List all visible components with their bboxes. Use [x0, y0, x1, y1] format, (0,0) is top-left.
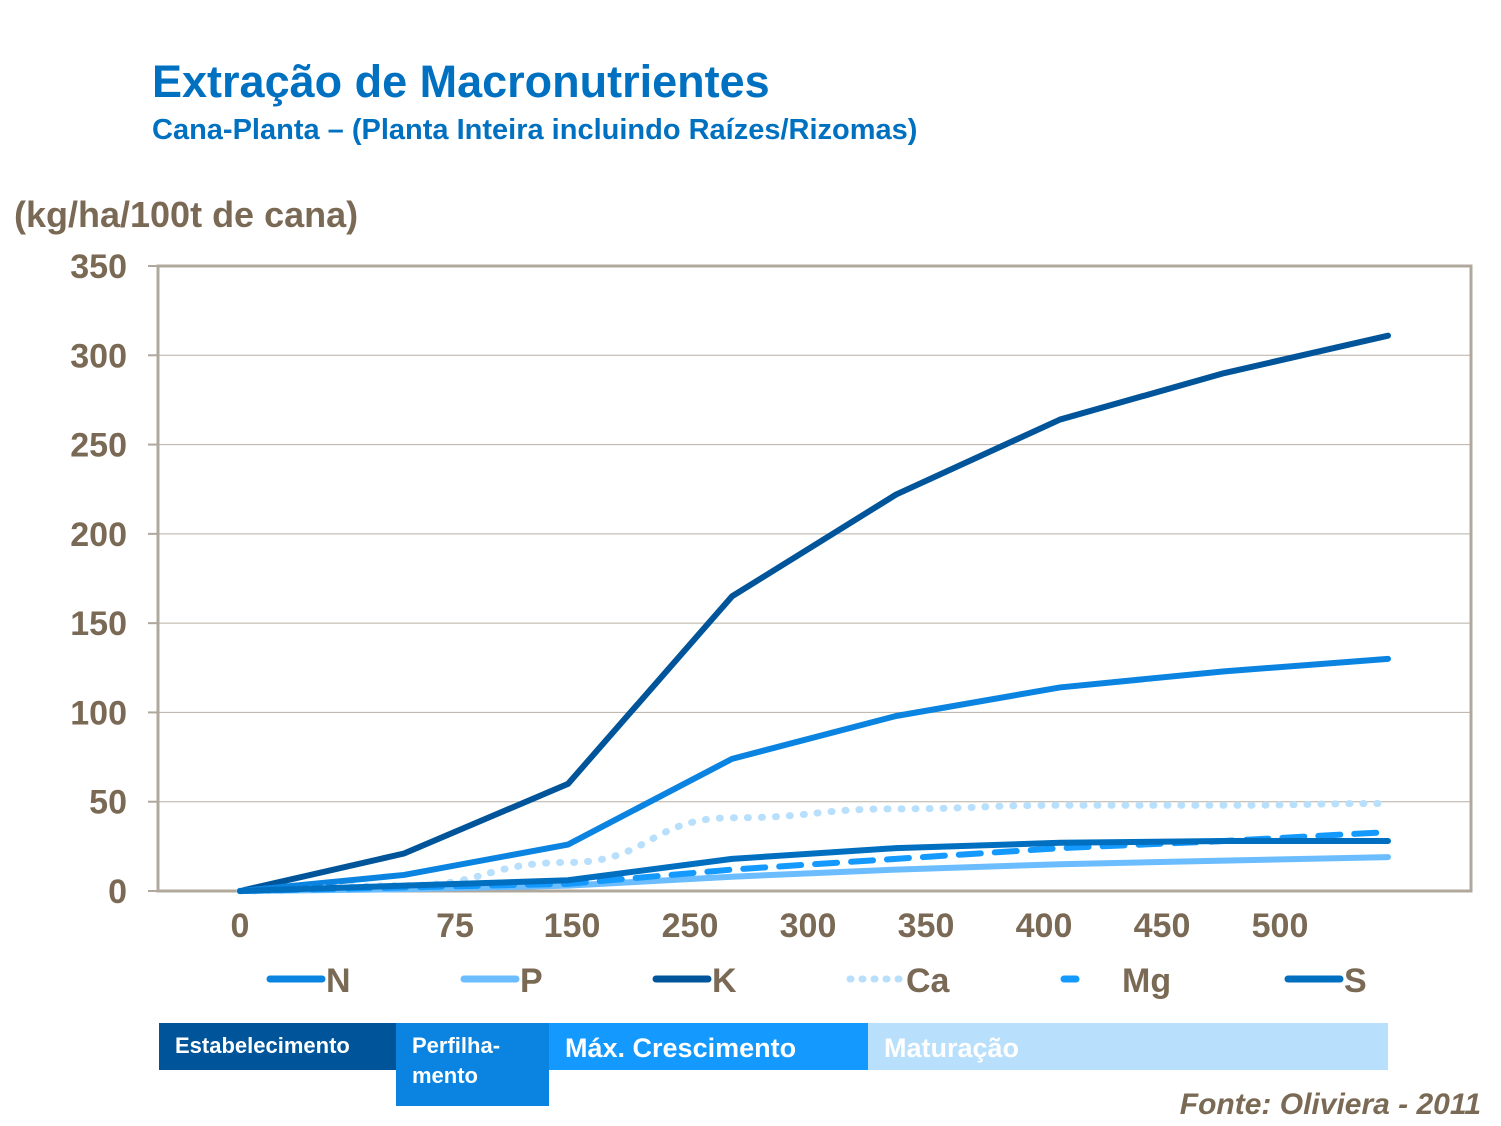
- y-tick-label: 150: [70, 605, 127, 643]
- phase-estabelecimento: Estabelecimento: [159, 1023, 396, 1070]
- series-line-k: [237, 332, 1391, 894]
- x-tick-label: 350: [898, 907, 955, 945]
- chart-title: Extração de Macronutrientes: [152, 56, 770, 107]
- legend-label-s: S: [1344, 962, 1367, 1000]
- y-tick-label: 300: [70, 337, 127, 375]
- legend-label-p: P: [520, 962, 543, 1000]
- source-note: Fonte: Oliviera - 2011: [1179, 1088, 1481, 1121]
- legend-label-ca: Ca: [906, 962, 951, 1000]
- x-tick-label: 75: [436, 907, 474, 945]
- x-tick-label: 400: [1016, 907, 1073, 945]
- x-tick-label: 0: [231, 907, 250, 945]
- series-line-n: [237, 655, 1391, 894]
- y-tick-label: 250: [70, 427, 127, 465]
- y-tick-label: 200: [70, 516, 127, 554]
- y-tick-label: 350: [70, 248, 127, 286]
- x-tick-label: 450: [1134, 907, 1191, 945]
- series-line-s: [237, 838, 1391, 894]
- legend-label-n: N: [326, 962, 351, 1000]
- plot-area: [156, 264, 1473, 893]
- phase-maturacao: Maturação: [868, 1023, 1388, 1070]
- phase-max-crescimento: Máx. Crescimento: [549, 1023, 868, 1070]
- legend-label-mg: Mg: [1122, 962, 1171, 1000]
- x-tick-label: 150: [544, 907, 601, 945]
- legend-label-k: K: [712, 962, 737, 1000]
- x-tick-label: 250: [662, 907, 719, 945]
- x-tick-label: 500: [1252, 907, 1309, 945]
- x-tick-label: 300: [780, 907, 837, 945]
- y-tick-label: 50: [89, 784, 127, 822]
- phase-perfilhamento: Perfilha- mento: [396, 1023, 549, 1106]
- y-tick-label: 100: [70, 694, 127, 732]
- chart-subtitle: Cana-Planta – (Planta Inteira incluindo …: [152, 114, 918, 146]
- y-axis-label: (kg/ha/100t de cana): [14, 194, 359, 235]
- y-tick-label: 0: [108, 873, 127, 911]
